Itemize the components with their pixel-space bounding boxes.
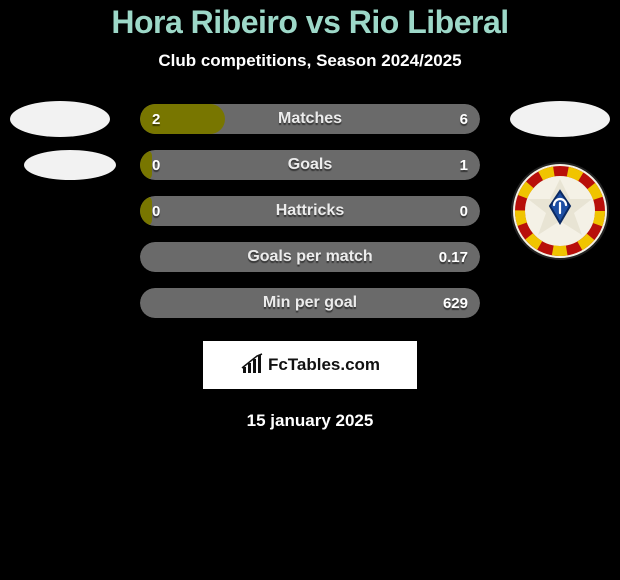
stat-value-right: 0 [460,196,468,226]
stat-row-gpm: Goals per match 0.17 [0,237,620,277]
snapshot-date: 15 january 2025 [0,411,620,431]
left-secondary-logo [24,150,116,180]
stat-label: Hattricks [140,196,480,226]
stat-bar: 2 Matches 6 [140,104,480,134]
stat-value-right: 6 [460,104,468,134]
brand-watermark: FcTables.com [203,341,417,389]
stat-value-right: 629 [443,288,468,318]
stat-label: Goals [140,150,480,180]
page-title: Hora Ribeiro vs Rio Liberal [0,4,620,41]
stat-value-right: 1 [460,150,468,180]
stat-label: Matches [140,104,480,134]
brand-text: FcTables.com [268,355,380,375]
stat-value-right: 0.17 [439,242,468,272]
stat-label: Goals per match [140,242,480,272]
chart-icon [240,353,264,377]
stat-bar: Min per goal 629 [140,288,480,318]
page-subtitle: Club competitions, Season 2024/2025 [0,51,620,71]
stat-bar: 0 Goals 1 [140,150,480,180]
stat-row-matches: 2 Matches 6 [0,99,620,139]
stat-bar: Goals per match 0.17 [140,242,480,272]
stat-bar: 0 Hattricks 0 [140,196,480,226]
stat-label: Min per goal [140,288,480,318]
stat-row-hattricks: 0 Hattricks 0 [0,191,620,231]
comparison-card: Hora Ribeiro vs Rio Liberal Club competi… [0,0,620,580]
right-team-logo [510,101,610,137]
stat-row-mpg: Min per goal 629 [0,283,620,323]
left-team-logo [10,101,110,137]
